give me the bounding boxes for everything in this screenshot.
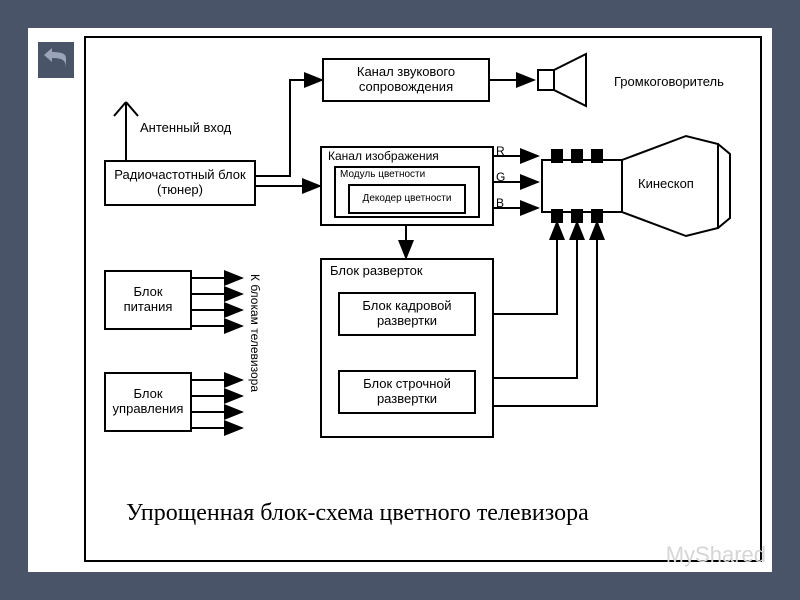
- block-chroma-decoder-label: Декодер цветности: [363, 193, 452, 205]
- label-speaker: Громкоговоритель: [614, 74, 724, 89]
- block-control-label: Блок управления: [110, 387, 186, 417]
- label-b: B: [496, 196, 504, 210]
- block-control: Блок управления: [104, 372, 192, 432]
- block-vsweep: Блок кадровой развертки: [338, 292, 476, 336]
- label-to-blocks: К блокам телевизора: [248, 274, 262, 392]
- block-tuner-label: Радиочастотный блок (тюнер): [110, 168, 250, 198]
- block-audio-label: Канал звукового сопровождения: [328, 65, 484, 95]
- watermark: MyShared: [666, 542, 766, 568]
- block-tuner: Радиочастотный блок (тюнер): [104, 160, 256, 206]
- block-chroma-module-label: Модуль цветности: [340, 169, 425, 181]
- back-u-turn-icon: [42, 48, 70, 72]
- block-audio: Канал звукового сопровождения: [322, 58, 490, 102]
- crt-label: Кинескоп: [638, 176, 694, 191]
- label-antenna: Антенный вход: [140, 120, 231, 135]
- back-button[interactable]: [38, 42, 74, 78]
- block-video-label: Канал изображения: [328, 150, 439, 164]
- block-power: Блок питания: [104, 270, 192, 330]
- block-chroma-decoder: Декодер цветности: [348, 184, 466, 214]
- label-r: R: [496, 144, 505, 158]
- block-vsweep-label: Блок кадровой развертки: [344, 299, 470, 329]
- block-hsweep-label: Блок строчной развертки: [344, 377, 470, 407]
- diagram-frame: Радиочастотный блок (тюнер) Канал звуков…: [84, 36, 762, 562]
- canvas: Радиочастотный блок (тюнер) Канал звуков…: [28, 28, 772, 572]
- block-sweep-label: Блок разверток: [330, 264, 423, 279]
- block-hsweep: Блок строчной развертки: [338, 370, 476, 414]
- label-g: G: [496, 170, 505, 184]
- diagram-title: Упрощенная блок-схема цветного телевизор…: [126, 500, 589, 527]
- block-power-label: Блок питания: [110, 285, 186, 315]
